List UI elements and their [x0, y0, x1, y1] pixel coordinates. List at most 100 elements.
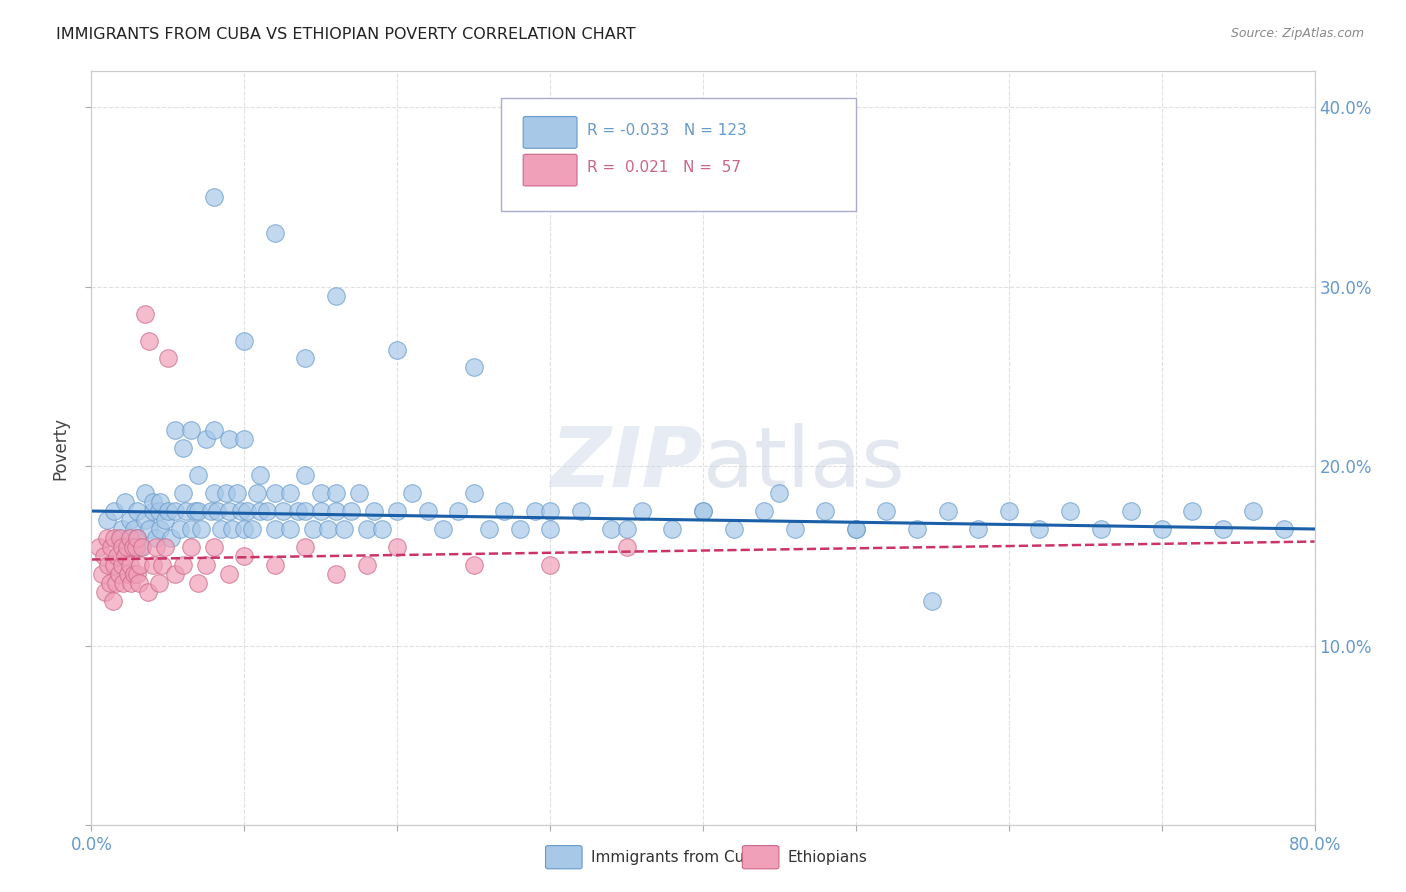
Point	[134, 307, 156, 321]
Point	[145, 540, 167, 554]
Point	[103, 504, 125, 518]
Point	[233, 432, 256, 446]
Point	[138, 522, 160, 536]
Point	[538, 558, 561, 572]
Point	[754, 504, 776, 518]
Text: atlas: atlas	[703, 423, 904, 504]
Y-axis label: Poverty: Poverty	[52, 417, 70, 480]
Point	[432, 522, 454, 536]
Point	[233, 549, 256, 563]
Point	[180, 423, 202, 437]
Point	[195, 432, 218, 446]
Point	[117, 566, 139, 581]
Point	[218, 432, 240, 446]
Point	[91, 566, 114, 581]
Point	[202, 540, 225, 554]
Point	[108, 531, 131, 545]
Point	[723, 522, 745, 536]
Point	[180, 522, 202, 536]
Point	[569, 504, 592, 518]
Point	[125, 540, 148, 554]
Point	[905, 522, 928, 536]
Point	[245, 486, 267, 500]
Point	[141, 558, 163, 572]
Point	[325, 566, 347, 581]
Point	[153, 513, 176, 527]
Point	[184, 504, 207, 518]
Point	[122, 566, 145, 581]
Point	[150, 558, 173, 572]
Point	[156, 351, 179, 366]
Point	[233, 522, 256, 536]
Point	[131, 540, 153, 554]
Point	[160, 531, 183, 545]
Point	[112, 575, 135, 590]
Point	[1090, 522, 1112, 536]
Text: Ethiopians: Ethiopians	[787, 850, 868, 864]
Point	[347, 486, 370, 500]
Point	[103, 531, 125, 545]
Text: ZIP: ZIP	[550, 423, 703, 504]
FancyBboxPatch shape	[523, 154, 576, 186]
Point	[325, 288, 347, 302]
Text: R = -0.033   N = 123: R = -0.033 N = 123	[586, 123, 747, 137]
Point	[264, 486, 287, 500]
Point	[225, 486, 247, 500]
Point	[115, 540, 138, 554]
Point	[202, 190, 225, 204]
Point	[416, 504, 439, 518]
Point	[363, 504, 385, 518]
Point	[195, 558, 218, 572]
Point	[105, 549, 128, 563]
Point	[202, 423, 225, 437]
Point	[156, 504, 179, 518]
Point	[278, 486, 301, 500]
Point	[936, 504, 959, 518]
Point	[538, 504, 561, 518]
Point	[202, 486, 225, 500]
Point	[149, 522, 172, 536]
Point	[249, 468, 271, 483]
Point	[278, 522, 301, 536]
Point	[264, 558, 287, 572]
Point	[523, 504, 546, 518]
Point	[221, 522, 243, 536]
Point	[209, 522, 232, 536]
Point	[538, 522, 561, 536]
Point	[661, 522, 683, 536]
FancyBboxPatch shape	[523, 117, 576, 148]
Point	[325, 486, 347, 500]
Point	[122, 522, 145, 536]
Point	[332, 522, 354, 536]
Point	[165, 423, 187, 437]
Point	[187, 468, 209, 483]
Point	[240, 522, 263, 536]
Point	[96, 513, 118, 527]
Point	[114, 495, 136, 509]
Point	[172, 558, 194, 572]
Point	[111, 540, 134, 554]
Point	[509, 522, 531, 536]
Point	[118, 531, 141, 545]
Point	[153, 540, 176, 554]
Point	[287, 504, 309, 518]
Point	[121, 540, 143, 554]
Text: IMMIGRANTS FROM CUBA VS ETHIOPIAN POVERTY CORRELATION CHART: IMMIGRANTS FROM CUBA VS ETHIOPIAN POVERT…	[56, 27, 636, 42]
Point	[111, 558, 134, 572]
Point	[218, 504, 240, 518]
Point	[187, 504, 209, 518]
Point	[814, 504, 837, 518]
Point	[172, 442, 194, 455]
Point	[875, 504, 898, 518]
Point	[136, 584, 159, 599]
Point	[294, 468, 316, 483]
Point	[998, 504, 1021, 518]
Point	[1121, 504, 1143, 518]
Point	[127, 504, 149, 518]
Point	[249, 504, 271, 518]
Point	[463, 486, 485, 500]
Point	[169, 522, 191, 536]
Point	[783, 522, 806, 536]
Point	[148, 504, 170, 518]
Point	[309, 504, 332, 518]
